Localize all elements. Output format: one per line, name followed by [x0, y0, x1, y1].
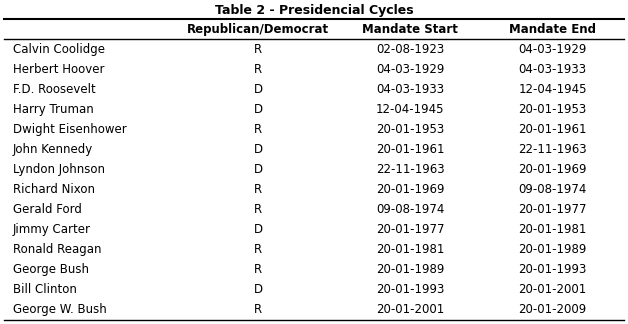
- Title: Table 2 - Presidencial Cycles: Table 2 - Presidencial Cycles: [215, 4, 413, 17]
